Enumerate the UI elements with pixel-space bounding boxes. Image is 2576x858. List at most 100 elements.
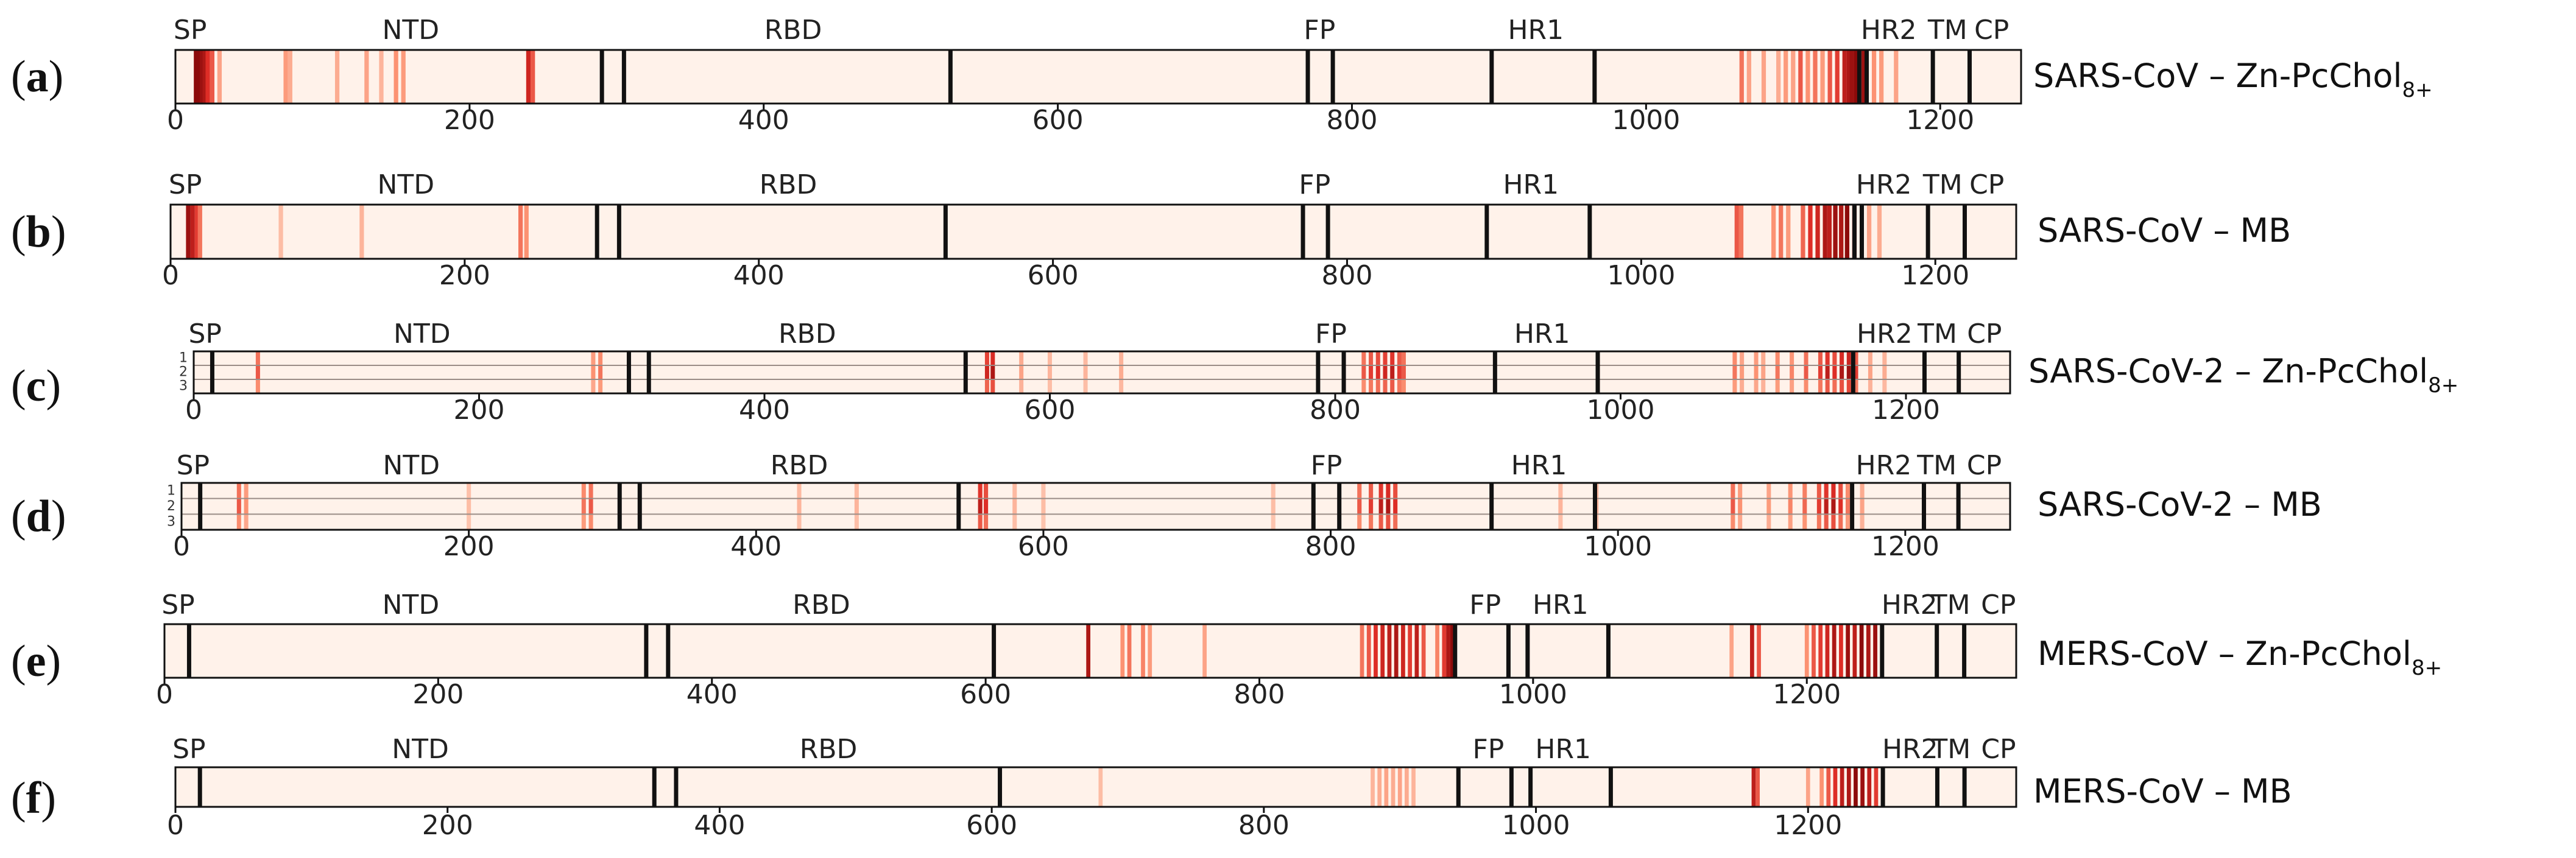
x-tick-label: 600 xyxy=(960,679,1011,710)
x-tick-label: 1000 xyxy=(1612,105,1680,136)
contact-mark xyxy=(1818,379,1823,393)
panel-title: SARS-CoV – Zn-PcChol8+ xyxy=(2033,57,2433,102)
contact-mark xyxy=(1877,205,1882,259)
contact-mark xyxy=(288,50,292,104)
panel-title: MERS-CoV – Zn-PcChol8+ xyxy=(2038,635,2442,680)
contact-mark xyxy=(1788,483,1793,499)
contact-mark xyxy=(283,50,288,104)
contact-mark xyxy=(1879,50,1884,104)
contact-mark xyxy=(1831,498,1836,515)
contact-mark xyxy=(1860,498,1865,515)
contact-mark xyxy=(1824,514,1829,530)
contact-mark xyxy=(1882,351,1887,365)
x-tick-label: 800 xyxy=(1326,105,1377,136)
domain-label-cp: CP xyxy=(1969,169,2004,200)
contact-mark xyxy=(1846,767,1851,807)
panel-title-text: SARS-CoV-2 – Zn-PcChol xyxy=(2028,352,2428,390)
contact-mark xyxy=(1357,498,1362,515)
panel-a: (a) SP NTD RBD FP HR1 HR2 TM CP 0 200 400 600 800 1000… xyxy=(11,15,2433,136)
contact-mark xyxy=(1401,379,1406,393)
panel-title-text: SARS-CoV-2 – MB xyxy=(2038,485,2322,524)
contact-mark xyxy=(1558,483,1563,499)
panel-c: (c) 123 SP NTD RBD FP HR1 HR2 TM CP 0 200 400 600 800 1… xyxy=(11,318,2458,426)
contact-mark xyxy=(467,483,471,499)
heatmap-frame xyxy=(174,766,2017,808)
domain-label-cp: CP xyxy=(1967,318,2002,350)
contact-mark xyxy=(1832,351,1837,365)
contact-mark xyxy=(854,514,859,530)
contact-mark xyxy=(1845,498,1851,515)
contact-mark xyxy=(1833,767,1838,807)
x-tick-label: 800 xyxy=(1305,531,1357,562)
contact-mark xyxy=(1823,205,1827,259)
x-tick-label: 800 xyxy=(1321,260,1372,291)
panel-label-close: ) xyxy=(49,52,64,102)
domain-label-hr1: HR1 xyxy=(1508,15,1564,46)
contact-mark xyxy=(1838,483,1843,499)
contact-mark xyxy=(1859,624,1864,678)
x-tick-label: 1200 xyxy=(1901,260,1969,291)
contact-mark xyxy=(1740,379,1745,393)
contact-mark xyxy=(1775,351,1780,365)
contact-mark xyxy=(1391,767,1396,807)
contact-mark xyxy=(1119,379,1124,393)
contact-mark xyxy=(1746,50,1751,104)
contact-mark xyxy=(1019,351,1024,365)
contact-mark xyxy=(1860,483,1865,499)
contact-mark xyxy=(1825,624,1830,678)
contact-mark xyxy=(524,205,529,259)
panel-label: (e) xyxy=(11,636,61,686)
x-tick-label: 600 xyxy=(1025,395,1076,426)
contact-mark xyxy=(1558,514,1563,530)
contact-mark xyxy=(1845,514,1851,530)
contact-mark xyxy=(1846,351,1851,365)
contact-mark xyxy=(1790,365,1794,379)
contact-mark xyxy=(1805,767,1810,807)
contact-mark xyxy=(1882,365,1887,379)
contact-mark xyxy=(467,498,471,515)
panel-label-letter: a xyxy=(26,52,49,102)
panel-label-close: ) xyxy=(51,207,66,257)
contact-mark xyxy=(1446,624,1450,678)
heatmap-frame xyxy=(192,350,2011,395)
contact-mark xyxy=(581,483,586,499)
contact-mark xyxy=(278,205,283,259)
contact-mark xyxy=(1357,514,1362,530)
domain-label-fp: FP xyxy=(1311,450,1343,481)
contact-mark xyxy=(1732,351,1737,365)
contact-mark xyxy=(1378,514,1383,530)
domain-label-hr1: HR1 xyxy=(1511,450,1567,481)
domain-label-sp: SP xyxy=(189,318,222,350)
contact-mark xyxy=(1775,379,1780,393)
contact-mark xyxy=(1818,624,1823,678)
heatmap-background xyxy=(182,483,2010,530)
contact-mark xyxy=(1761,351,1766,365)
x-tick-label: 0 xyxy=(167,810,184,841)
contact-mark xyxy=(217,50,222,104)
panel-title-subscript: 8+ xyxy=(2402,78,2432,102)
panel-b: (b) SP NTD RBD FP HR1 HR2 TM CP 0 200 400 600 800 1000… xyxy=(11,169,2291,291)
contact-mark xyxy=(1012,514,1017,530)
contact-mark xyxy=(1812,624,1816,678)
contact-mark xyxy=(984,365,989,379)
contact-mark xyxy=(1860,514,1865,530)
contact-mark xyxy=(1786,205,1791,259)
x-tick-label: 200 xyxy=(443,531,495,562)
contact-mark xyxy=(1271,483,1276,499)
panel-label-letter: d xyxy=(26,491,51,541)
contact-mark xyxy=(1361,379,1366,393)
heatmap-frame xyxy=(174,49,2022,105)
domain-label-tm: TM xyxy=(1930,589,1971,621)
contact-mark xyxy=(984,483,989,499)
contact-mark xyxy=(1386,498,1391,515)
contact-mark xyxy=(1756,767,1760,807)
contact-mark xyxy=(1754,365,1759,379)
contact-mark xyxy=(1732,379,1737,393)
panel-title: SARS-CoV-2 – MB xyxy=(2038,485,2322,524)
contact-mark xyxy=(1825,379,1830,393)
contact-mark xyxy=(1405,767,1409,807)
x-tick-label: 0 xyxy=(167,105,184,136)
row-label: 2 xyxy=(167,499,175,514)
